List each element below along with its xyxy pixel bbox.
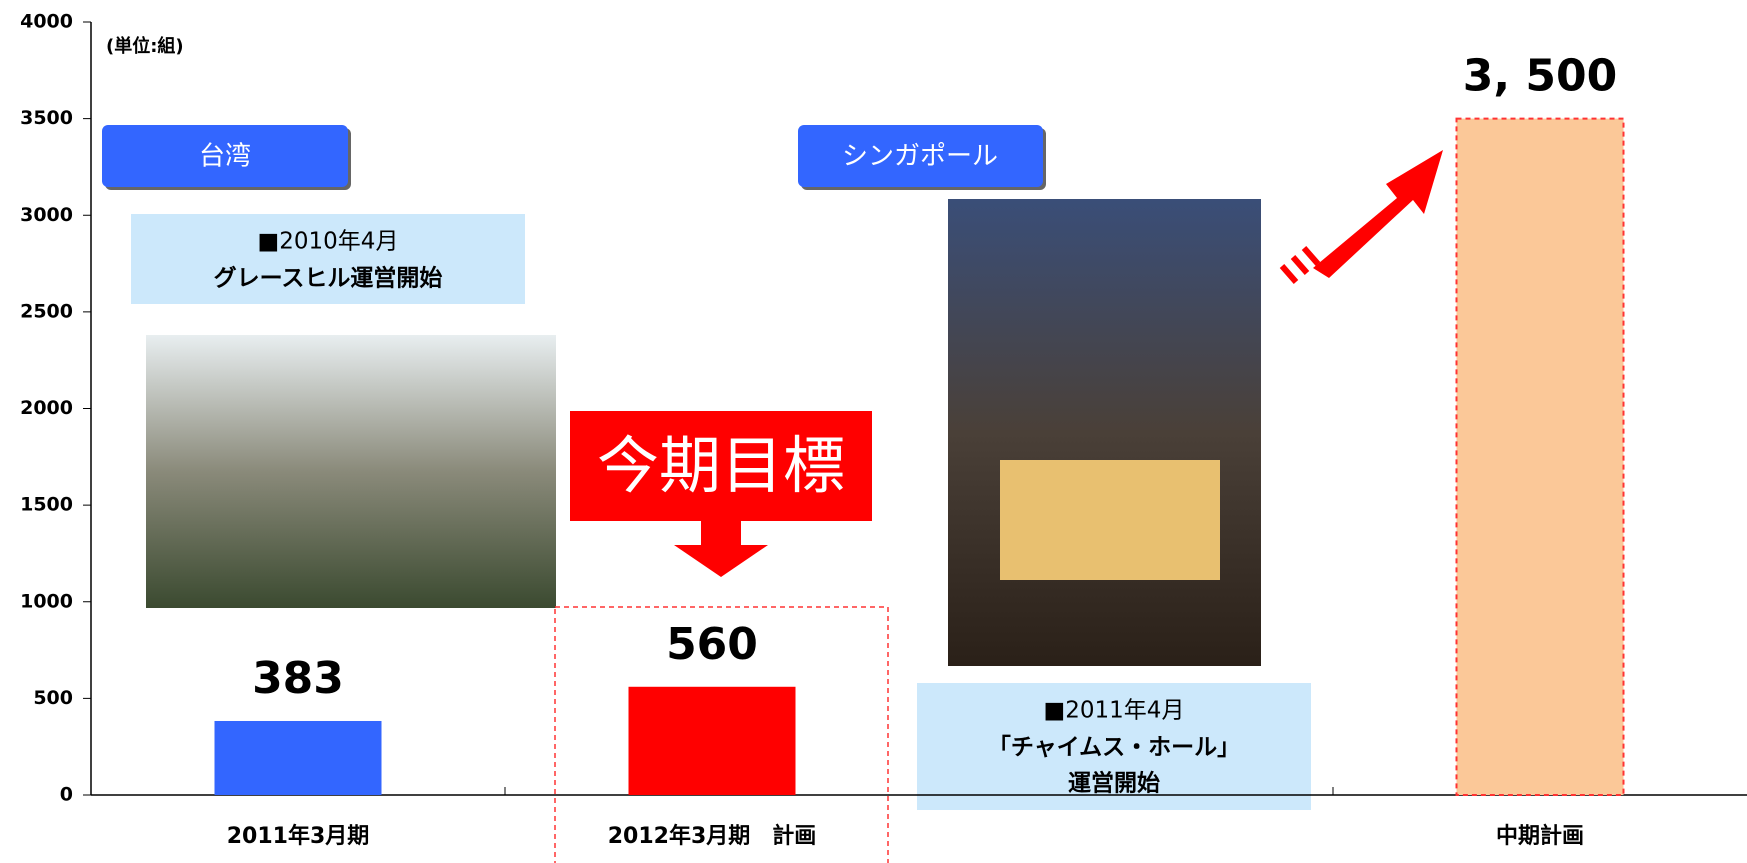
note-date: ■2010年4月 <box>258 229 399 255</box>
y-tick-label: 500 <box>33 687 73 709</box>
note-box <box>131 214 525 304</box>
target-box <box>570 411 872 521</box>
y-tick-label: 2500 <box>20 300 73 322</box>
taiwan-label: 台湾 <box>199 142 251 172</box>
photo-sign <box>1000 460 1220 580</box>
x-tick-label: 2011年3月期 <box>227 823 370 849</box>
note-date: ■2011年4月 <box>1044 698 1185 724</box>
note-text: 運営開始 <box>1068 770 1160 797</box>
photo <box>146 335 556 608</box>
y-tick-label: 2000 <box>20 397 73 419</box>
bar <box>1455 117 1625 796</box>
down-arrow <box>674 521 768 577</box>
bar <box>214 720 382 795</box>
note-name: 「チャイムス・ホール」 <box>988 735 1240 761</box>
up-arrow <box>1313 150 1443 278</box>
photo <box>948 199 1261 666</box>
y-tick-label: 1000 <box>20 590 73 612</box>
value-label: 3, 500 <box>1463 51 1618 102</box>
layout: (単位:組) 台湾 シンガポール ■2010年4月 グレースヒル運営開始 ■20… <box>102 35 1443 863</box>
bar <box>628 686 796 795</box>
taiwan-button <box>102 125 348 187</box>
arrow-stripe <box>1279 264 1299 284</box>
unit-label: (単位:組) <box>106 35 184 57</box>
arrow-stripe <box>1290 255 1310 275</box>
singapore-button <box>798 125 1043 187</box>
highlight-frame <box>554 606 889 863</box>
value-label: 383 <box>252 653 344 704</box>
singapore-label: シンガポール <box>842 142 998 172</box>
y-tick-label: 1500 <box>20 494 73 516</box>
note-text: グレースヒル運営開始 <box>214 265 443 292</box>
x-tick-label: 中期計画 <box>1496 823 1584 849</box>
target-label: 今期目標 <box>597 429 845 502</box>
y-tick-label: 4000 <box>20 11 73 33</box>
arrow-stripe <box>1301 246 1321 266</box>
y-tick-label: 0 <box>60 784 73 806</box>
y-tick-label: 3500 <box>20 107 73 129</box>
value-label: 560 <box>666 619 758 670</box>
x-tick-label: 2012年3月期 計画 <box>608 823 817 849</box>
note-box <box>917 683 1311 810</box>
y-tick-label: 3000 <box>20 204 73 226</box>
